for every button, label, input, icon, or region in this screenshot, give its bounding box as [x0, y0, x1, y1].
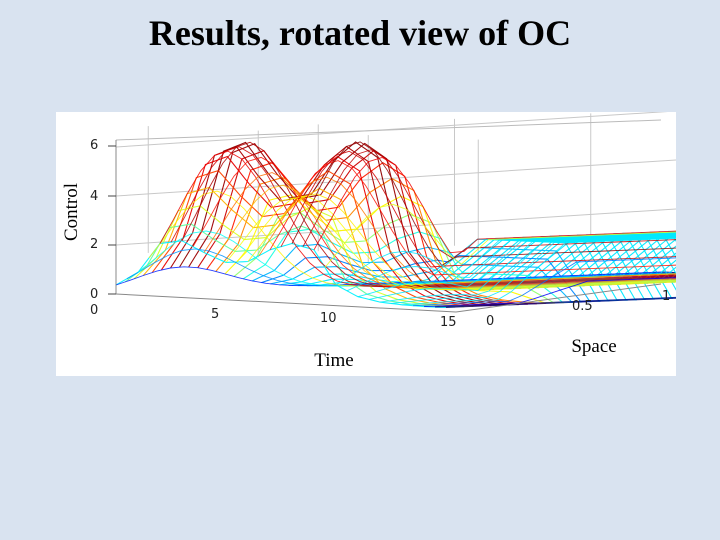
grid-line: [115, 119, 662, 141]
surface-column: [280, 150, 676, 268]
control-surface: [115, 141, 676, 309]
surface-column: [313, 157, 676, 254]
surface-column: [302, 149, 676, 259]
surface-column: [225, 197, 676, 290]
control-tick-2: 2: [90, 237, 98, 252]
surface-column: [203, 172, 676, 289]
surface-column: [357, 234, 676, 298]
surface-column: [247, 193, 676, 291]
time-tick-0: 0: [90, 303, 98, 318]
control-tick-0: 0: [90, 287, 98, 302]
surface-column: [423, 277, 676, 308]
surface-column: [445, 297, 676, 308]
surface-column: [390, 236, 676, 304]
space-tick-0: 0: [486, 314, 494, 329]
control-tick-4: 4: [90, 189, 98, 204]
surface-column: [291, 141, 676, 266]
surface-column: [258, 176, 676, 284]
surface-column: [236, 195, 676, 291]
surface-column: [324, 203, 676, 268]
surface-row: [133, 205, 465, 308]
control-tick-6: 6: [90, 138, 98, 153]
surface-column: [346, 233, 676, 292]
time-tick-10: 10: [320, 311, 337, 326]
grid-line: [115, 208, 676, 246]
time-axis-label: Time: [314, 350, 353, 371]
space-axis-line: [455, 283, 662, 313]
space-tick-1: 1: [662, 289, 670, 304]
grid-lines: [115, 112, 676, 267]
surface-plot: 6 4 2 0 0 5 10 15 0 0.5 1 Control Time S…: [61, 112, 676, 371]
surface-column: [269, 160, 676, 276]
time-tick-15: 15: [440, 315, 457, 330]
surface-plot-panel: 6 4 2 0 0 5 10 15 0 0.5 1 Control Time S…: [56, 112, 676, 376]
surface-column: [368, 235, 676, 300]
axes: [108, 140, 662, 313]
surface-column: [159, 150, 676, 287]
grid-line: [115, 112, 668, 148]
surface-column: [379, 236, 676, 303]
surface-column: [401, 237, 676, 306]
surface-column: [148, 190, 676, 287]
time-tick-5: 5: [211, 307, 219, 322]
surface-column: [434, 296, 676, 308]
surface-column: [412, 257, 676, 307]
surface-column: [170, 146, 676, 288]
slide-title: Results, rotated view of OC: [148, 13, 572, 53]
space-tick-0-5: 0.5: [572, 299, 593, 314]
control-axis-label: Control: [61, 183, 82, 241]
surface-column: [335, 232, 676, 286]
grid-line: [115, 159, 676, 197]
space-axis-label: Space: [571, 336, 616, 357]
surface-column: [181, 141, 676, 288]
surface-column: [115, 266, 662, 287]
time-axis-line: [115, 293, 457, 313]
